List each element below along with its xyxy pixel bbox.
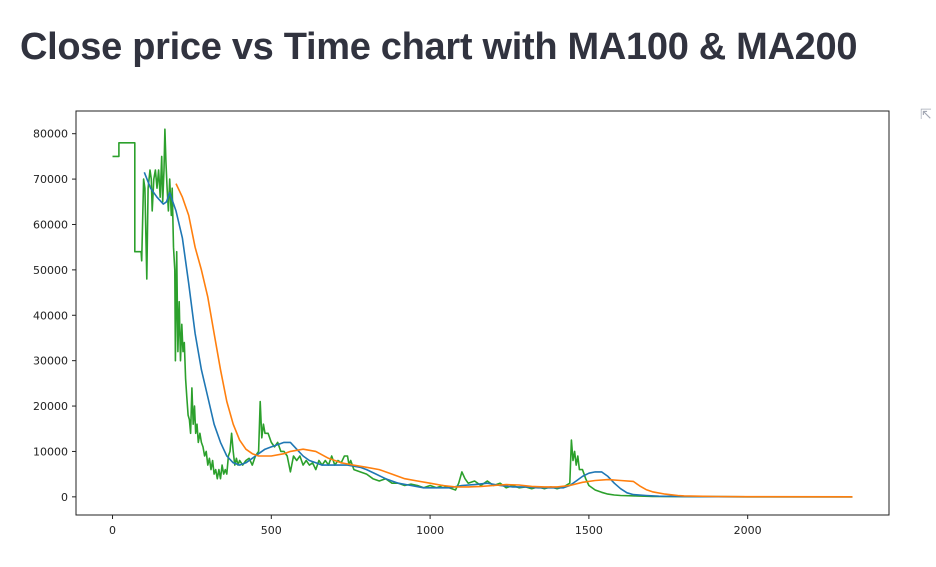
x-tick-label: 500 xyxy=(261,524,282,537)
y-tick-label: 60000 xyxy=(33,218,68,231)
y-tick-label: 30000 xyxy=(33,355,68,368)
y-tick-label: 70000 xyxy=(33,173,68,186)
y-axis: 0 10000 20000 30000 40000 50000 60000 70000 8000… xyxy=(33,128,76,504)
x-axis: 0 500 1000 1500 2000 xyxy=(109,515,762,537)
x-tick-label: 2000 xyxy=(734,524,762,537)
chart-frame xyxy=(75,110,890,516)
y-tick-label: 20000 xyxy=(33,400,68,413)
x-tick-label: 1500 xyxy=(575,524,603,537)
page-title: Close price vs Time chart with MA100 & M… xyxy=(20,26,858,68)
x-tick-label: 1000 xyxy=(416,524,444,537)
x-tick-label: 0 xyxy=(109,524,116,537)
plot-area xyxy=(75,110,890,516)
expand-arrow-icon[interactable]: ⇱ xyxy=(920,107,932,123)
series-line-2 xyxy=(143,172,853,498)
series-line-3 xyxy=(175,183,853,498)
series-layer xyxy=(112,128,853,498)
y-tick-label: 50000 xyxy=(33,264,68,277)
y-tick-label: 80000 xyxy=(33,128,68,141)
y-tick-label: 40000 xyxy=(33,309,68,322)
y-tick-label: 10000 xyxy=(33,445,68,458)
y-tick-label: 0 xyxy=(61,491,68,504)
